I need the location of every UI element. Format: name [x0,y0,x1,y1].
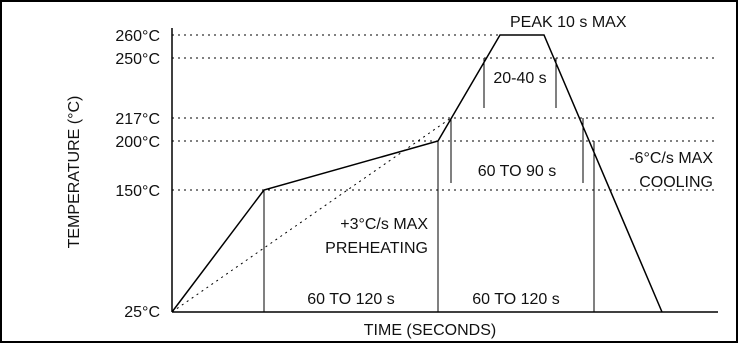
preheat-rate-label: +3°C/s MAX [340,216,428,233]
y-tick-260: 260°C [115,28,160,45]
cooling-label: COOLING [639,174,713,191]
above-250-time-label: 20-40 s [493,70,546,87]
y-axis-title: TEMPERATURE (°C) [66,96,83,249]
y-tick-250: 250°C [115,51,160,68]
cooling-rate-label: -6°C/s MAX [629,150,713,167]
y-tick-217: 217°C [115,111,160,128]
x-axis-title: TIME (SECONDS) [364,322,496,339]
temperature-profile-curve [171,34,663,313]
dotted-ramp-line [171,117,452,313]
y-tick-200: 200°C [115,134,160,151]
y-tick-150: 150°C [115,183,160,200]
above-217-time-label: 60 TO 90 s [478,163,557,180]
y-tick-25: 25°C [124,304,160,321]
peak-label: PEAK 10 s MAX [510,14,627,31]
reflow-time-label: 60 TO 120 s [472,291,559,308]
preheat-soak-time-label: 60 TO 120 s [307,291,394,308]
preheating-label: PREHEATING [325,240,428,257]
